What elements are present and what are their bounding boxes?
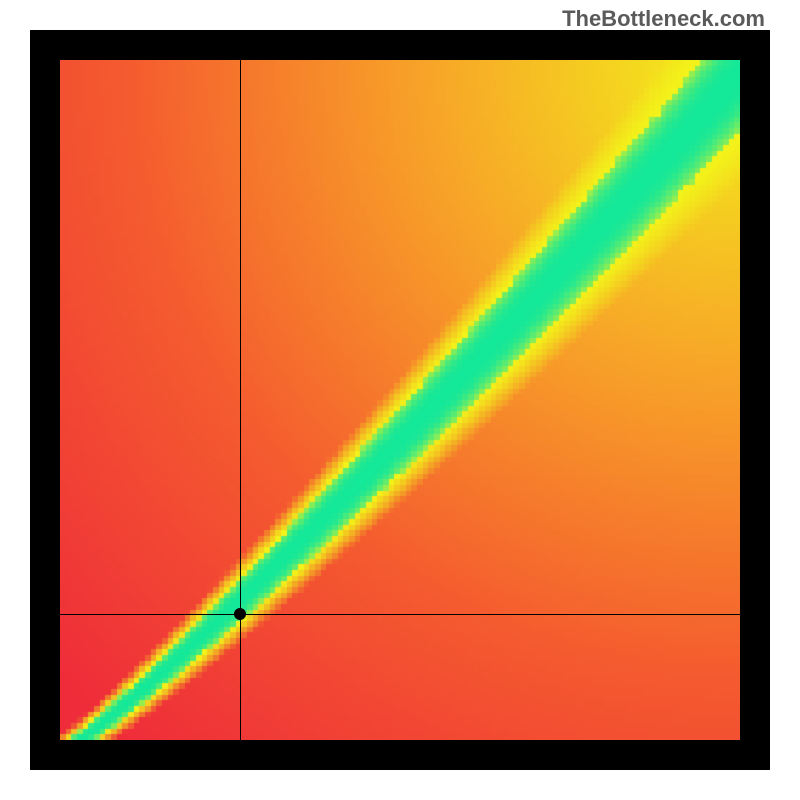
heatmap-plot-area <box>60 60 740 740</box>
watermark-text: TheBottleneck.com <box>562 6 765 32</box>
heatmap-canvas <box>60 60 740 740</box>
marker-dot <box>234 608 246 620</box>
crosshair-vertical <box>240 60 241 740</box>
crosshair-horizontal <box>60 614 740 615</box>
chart-outer-frame <box>30 30 770 770</box>
